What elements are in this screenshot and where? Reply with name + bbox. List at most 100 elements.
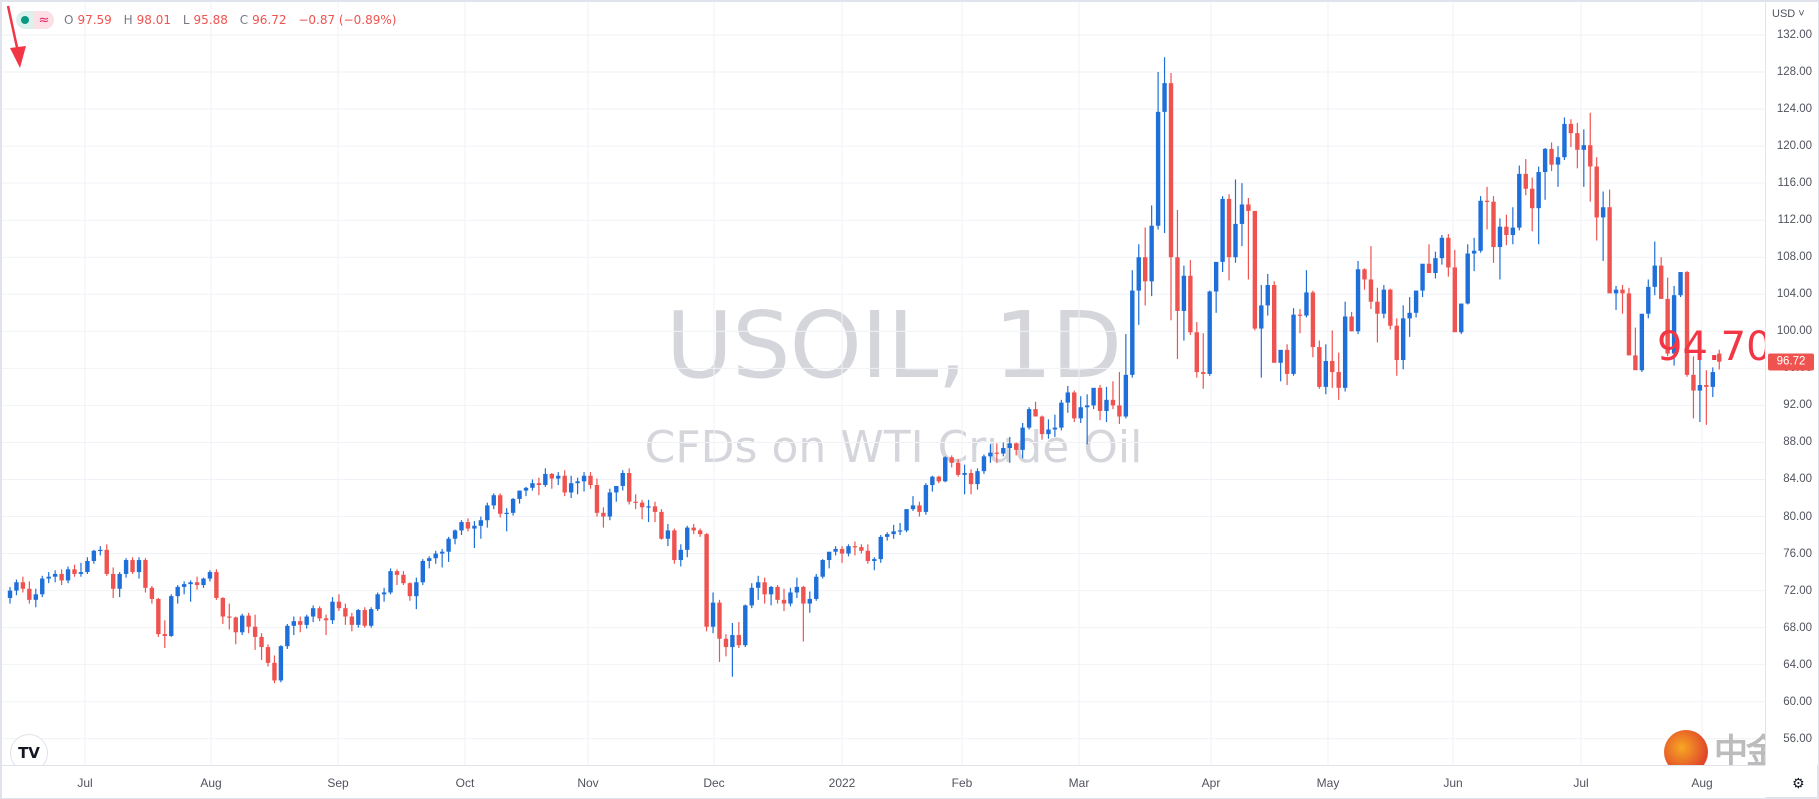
candle xyxy=(607,488,613,521)
candle xyxy=(111,567,116,599)
candle xyxy=(1439,235,1445,265)
candle xyxy=(1355,260,1361,335)
candle xyxy=(1459,303,1464,335)
price-axis[interactable]: USD ˅ 132.00 128.00 124.00 120.00 116.00 112.… xyxy=(1765,2,1818,765)
candle xyxy=(330,597,335,624)
candle xyxy=(1039,415,1045,440)
candle xyxy=(388,568,393,595)
candle xyxy=(1123,334,1129,419)
candle xyxy=(1575,122,1580,169)
candle xyxy=(1317,340,1322,389)
candle xyxy=(1026,407,1032,430)
time-tick: Aug xyxy=(200,776,222,790)
candle xyxy=(1143,227,1148,306)
candle xyxy=(1168,72,1174,321)
candle xyxy=(207,570,213,582)
candle xyxy=(672,528,677,564)
price-tick: 108.00 xyxy=(1776,251,1812,264)
candle xyxy=(478,516,484,539)
candle xyxy=(936,475,941,484)
candle xyxy=(1717,349,1722,370)
candle xyxy=(1246,197,1251,280)
price-tick: 56.00 xyxy=(1783,732,1812,745)
candle xyxy=(98,546,103,556)
candle xyxy=(556,472,561,486)
candle xyxy=(588,472,593,489)
candle xyxy=(1588,112,1593,202)
candle xyxy=(414,577,419,610)
candle xyxy=(336,594,342,611)
candle xyxy=(136,557,142,579)
candle xyxy=(362,607,367,628)
candle xyxy=(1001,442,1006,457)
candle xyxy=(433,550,438,564)
candle xyxy=(317,606,322,622)
time-tick: Jun xyxy=(1443,776,1463,790)
cngold-logo-icon xyxy=(1664,730,1708,765)
candle xyxy=(310,605,316,623)
candle xyxy=(1613,285,1619,311)
status-pill[interactable]: ≈ xyxy=(16,11,54,29)
time-tick: Mar xyxy=(1068,776,1090,790)
candle xyxy=(846,544,851,557)
candle xyxy=(833,546,838,556)
candle xyxy=(214,569,219,600)
candle xyxy=(878,535,883,563)
candle xyxy=(601,507,606,528)
price-tick: 60.00 xyxy=(1783,695,1812,708)
candle xyxy=(1607,189,1612,294)
candle xyxy=(130,557,135,574)
candle xyxy=(291,616,296,636)
candle xyxy=(201,577,206,588)
candle xyxy=(917,501,922,517)
candle xyxy=(523,486,529,497)
time-tick: Jul xyxy=(1573,776,1589,790)
candle xyxy=(117,572,122,598)
candle xyxy=(885,532,890,541)
plot-area[interactable]: USOIL, 1D CFDs on WTI Crude Oil ≈ O 97.59… xyxy=(2,2,1765,765)
candle xyxy=(665,523,671,547)
candle xyxy=(568,475,574,498)
candle xyxy=(123,558,129,578)
candle xyxy=(240,613,245,636)
time-tick: Feb xyxy=(951,776,973,790)
candle xyxy=(1330,330,1335,388)
candle xyxy=(1413,290,1419,318)
candle xyxy=(517,490,522,504)
candle xyxy=(1368,246,1374,310)
candle xyxy=(401,571,406,586)
tradingview-logo[interactable]: TV xyxy=(10,734,48,765)
candle xyxy=(697,528,703,537)
candle xyxy=(420,559,425,586)
candle xyxy=(175,585,180,604)
price-tick: 112.00 xyxy=(1777,214,1812,227)
candle xyxy=(1188,260,1193,336)
candle xyxy=(1562,117,1567,161)
time-tick: May xyxy=(1316,776,1340,790)
price-tick: 132.00 xyxy=(1776,29,1812,41)
candle xyxy=(685,525,690,558)
candle xyxy=(1007,436,1012,463)
currency-selector[interactable]: USD ˅ xyxy=(1772,8,1805,20)
candle xyxy=(1336,352,1341,400)
time-axis[interactable]: Jul Aug Sep Oct Nov Dec 2022 Feb Mar Apr May Jun Jul… xyxy=(2,765,1765,798)
candle xyxy=(472,521,477,549)
candle xyxy=(981,454,987,474)
candle xyxy=(1433,251,1438,279)
candle xyxy=(65,566,71,584)
candle xyxy=(1323,344,1328,395)
price-tick: 84.00 xyxy=(1783,473,1812,486)
candle xyxy=(1291,308,1296,376)
candlestick-chart[interactable] xyxy=(2,2,1765,765)
price-tick: 80.00 xyxy=(1783,510,1812,523)
candle xyxy=(852,541,858,556)
candle xyxy=(1555,146,1561,187)
candle xyxy=(1265,273,1270,316)
candle xyxy=(659,509,664,540)
candle xyxy=(1226,194,1232,281)
candle xyxy=(1091,387,1096,410)
candle xyxy=(1362,268,1367,290)
settings-gear-icon[interactable]: ⚙ xyxy=(1792,776,1805,792)
candle xyxy=(897,523,903,536)
candle xyxy=(1046,419,1051,439)
